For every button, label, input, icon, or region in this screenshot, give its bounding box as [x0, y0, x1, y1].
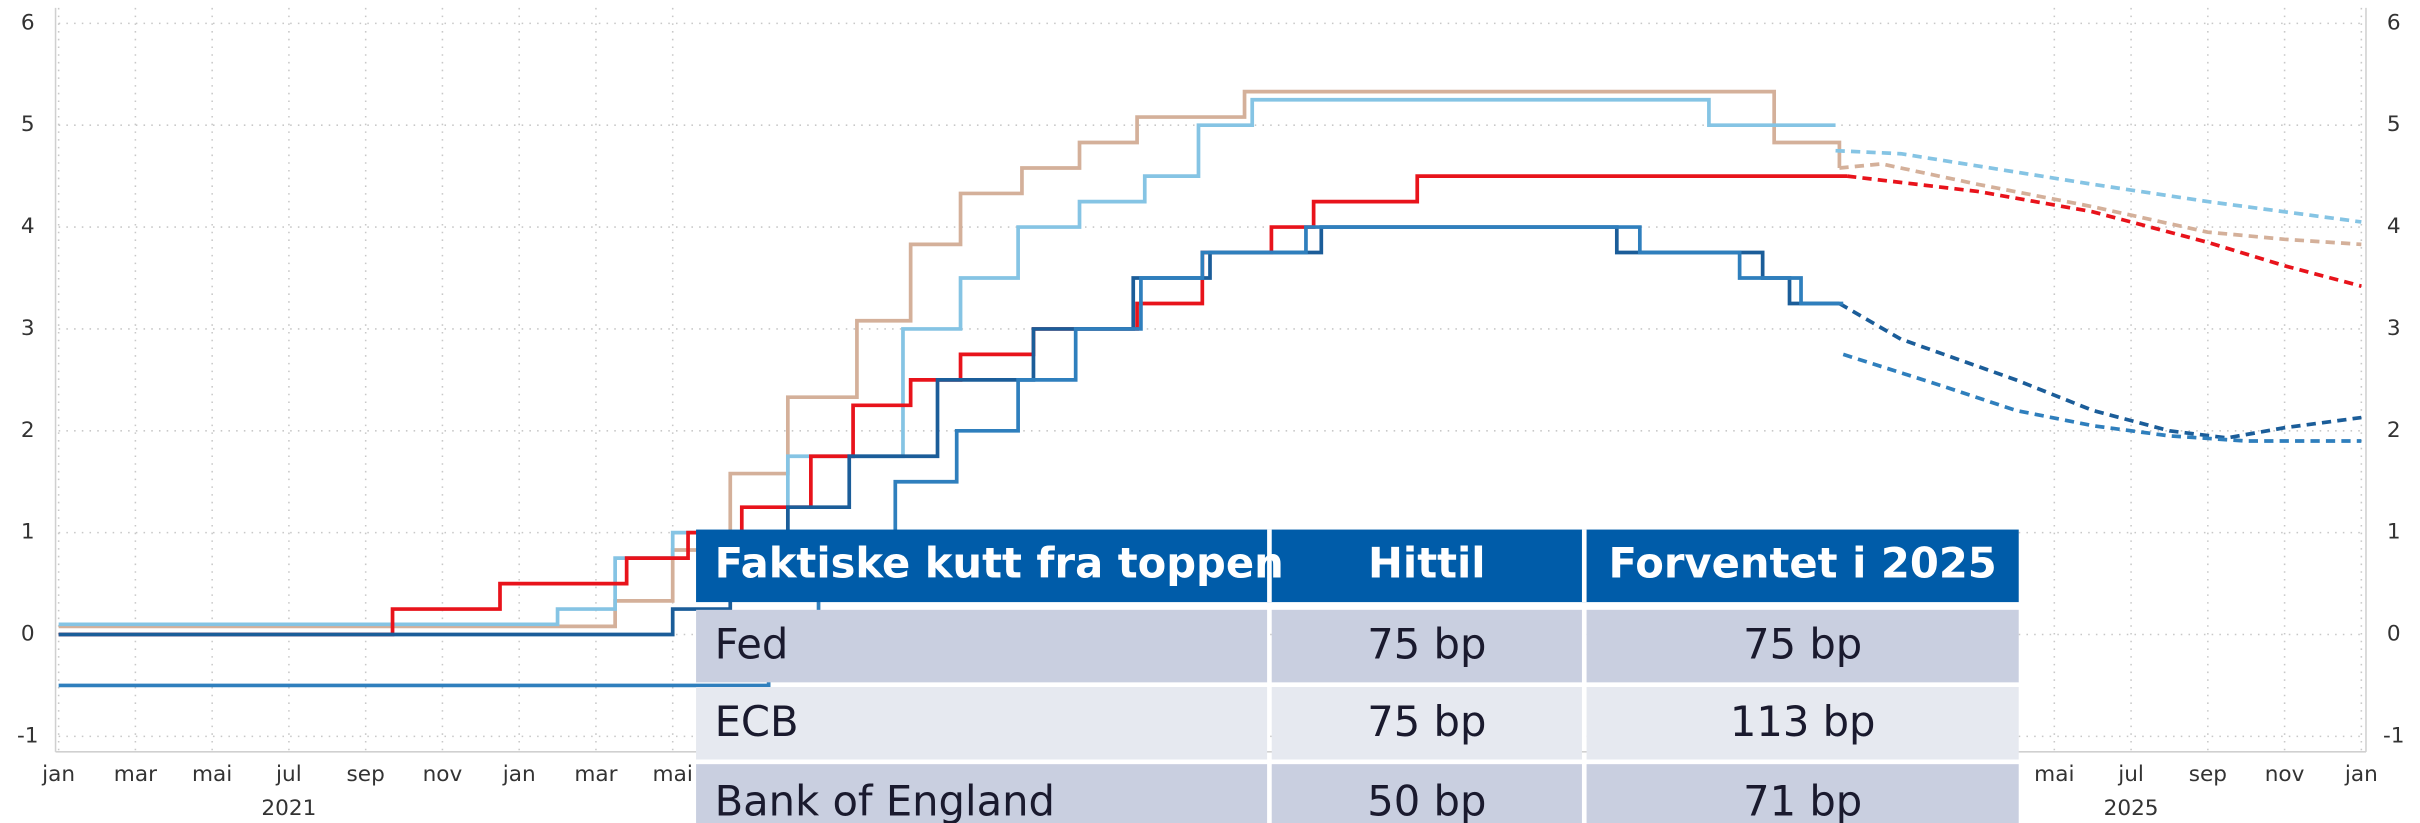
x-tick-label: mai — [2034, 762, 2074, 787]
x-tick-label: jul — [275, 762, 302, 787]
table-cell: Bank of England — [715, 776, 1055, 823]
series-line — [58, 174, 1848, 637]
table-divider — [1267, 529, 1272, 603]
year-label: 2021 — [261, 796, 316, 821]
series-line — [58, 97, 1836, 627]
y-tick-label-right: 3 — [2387, 316, 2401, 341]
table-cell: Fed — [715, 620, 789, 669]
series-line — [1846, 174, 2362, 288]
x-tick-label: jul — [2117, 762, 2144, 787]
x-tick-label: mai — [653, 762, 693, 787]
x-tick-label: jan — [2344, 762, 2378, 787]
y-tick-label-right: 4 — [2387, 214, 2401, 239]
y-tick-label-right: -1 — [2383, 723, 2405, 748]
series-line — [1839, 162, 2362, 247]
table-header-bg — [696, 529, 2019, 603]
x-tick-label: nov — [2265, 762, 2305, 787]
x-tick-label: mai — [192, 762, 232, 787]
table-cell-bg — [1586, 686, 2019, 760]
table-cell-bg — [1586, 764, 2019, 823]
y-tick-label-right: 1 — [2387, 520, 2401, 545]
table-header-cell: Faktiske kutt fra toppen — [715, 539, 1284, 588]
y-tick-label: 0 — [21, 622, 35, 647]
series-line — [1835, 148, 2362, 224]
x-tick-label: jan — [502, 762, 536, 787]
table-cell: 75 bp — [1743, 620, 1862, 669]
table-cell-bg — [696, 764, 1268, 823]
series-line — [1842, 352, 2362, 443]
x-tick-label: sep — [2189, 762, 2227, 787]
table-cell-bg — [1271, 686, 1582, 760]
table-cell-bg — [696, 686, 1268, 760]
table-cell: 113 bp — [1730, 697, 1876, 746]
table-divider — [1581, 529, 1587, 603]
table-cell: ECB — [715, 697, 799, 746]
y-tick-label: 2 — [21, 418, 35, 443]
y-tick-label: 5 — [21, 112, 35, 137]
table-header-cell: Hittil — [1368, 539, 1486, 588]
series-line — [1838, 301, 2362, 440]
x-tick-label: mar — [574, 762, 617, 787]
table-cell-bg — [1271, 609, 1582, 683]
table-cell: 75 bp — [1367, 620, 1486, 669]
year-label: 2025 — [2104, 796, 2159, 821]
y-tick-label-right: 0 — [2387, 622, 2401, 647]
y-tick-label-right: 5 — [2387, 112, 2401, 137]
y-tick-label: 4 — [21, 214, 35, 239]
table-cell-bg — [696, 609, 1268, 683]
table-cell: 75 bp — [1367, 697, 1486, 746]
x-tick-label: sep — [347, 762, 385, 787]
y-tick-label: 1 — [21, 520, 35, 545]
y-tick-label: 6 — [21, 10, 35, 35]
table-header-cell: Forventet i 2025 — [1609, 539, 1997, 588]
x-tick-label: mar — [114, 762, 157, 787]
y-tick-label-right: 2 — [2387, 418, 2401, 443]
y-tick-label: -1 — [17, 723, 39, 748]
y-tick-label-right: 6 — [2387, 10, 2401, 35]
table-cell: 50 bp — [1367, 776, 1486, 823]
table-cell: 71 bp — [1743, 776, 1862, 823]
table-cell-bg — [1271, 764, 1582, 823]
x-tick-label: jan — [41, 762, 75, 787]
series-line — [58, 89, 1842, 629]
y-tick-label: 3 — [21, 316, 35, 341]
x-tick-label: nov — [423, 762, 463, 787]
table-cell-bg — [1586, 609, 2019, 683]
